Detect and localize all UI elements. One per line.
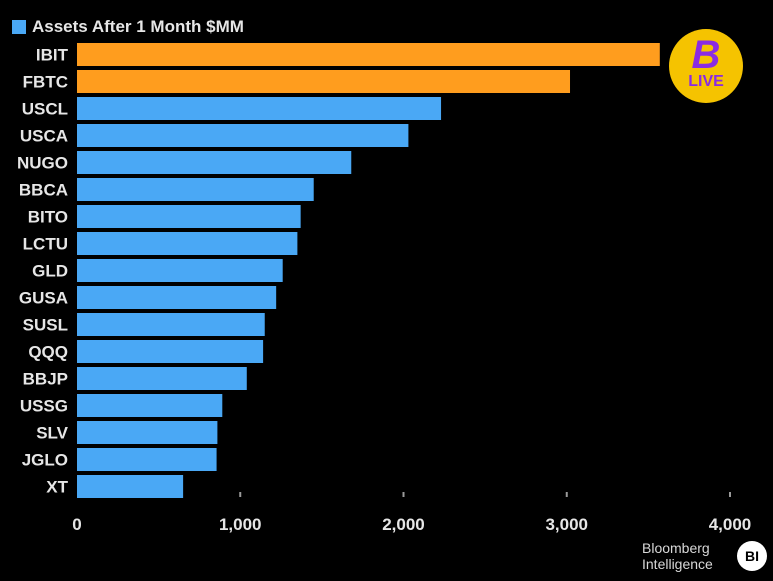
bar-susl xyxy=(77,313,265,336)
bar-bbca xyxy=(77,178,314,201)
x-tick-label: 4,000 xyxy=(709,515,752,534)
category-label-slv: SLV xyxy=(36,424,68,443)
category-label-fbtc: FBTC xyxy=(23,73,68,92)
bi-logo-icon: BI xyxy=(737,541,767,571)
bar-gld xyxy=(77,259,283,282)
category-label-susl: SUSL xyxy=(23,316,68,335)
live-badge: B LIVE xyxy=(669,29,743,103)
legend-swatch xyxy=(12,20,26,34)
category-label-uscl: USCL xyxy=(22,100,68,119)
x-tick-mark xyxy=(239,492,242,497)
x-tick-mark xyxy=(402,492,405,497)
x-tick-mark xyxy=(565,492,568,497)
bar-bbjp xyxy=(77,367,247,390)
category-label-usca: USCA xyxy=(20,127,68,146)
category-label-gusa: GUSA xyxy=(19,289,68,308)
x-tick-label: 0 xyxy=(72,515,81,534)
category-label-ibit: IBIT xyxy=(36,46,69,65)
category-label-qqq: QQQ xyxy=(28,343,68,362)
category-label-xt: XT xyxy=(46,478,68,497)
bar-ussg xyxy=(77,394,223,417)
category-label-bito: BITO xyxy=(28,208,68,227)
brand-line2: Intelligence xyxy=(642,556,713,572)
x-tick-label: 1,000 xyxy=(219,515,262,534)
category-label-bbca: BBCA xyxy=(19,181,68,200)
bar-uscl xyxy=(77,97,442,120)
brand-line1: Bloomberg xyxy=(642,540,710,556)
category-label-ussg: USSG xyxy=(20,397,68,416)
category-label-gld: GLD xyxy=(32,262,68,281)
x-tick-label: 2,000 xyxy=(382,515,425,534)
category-label-lctu: LCTU xyxy=(23,235,68,254)
bar-fbtc xyxy=(77,70,571,93)
legend: Assets After 1 Month $MM xyxy=(12,17,244,37)
bar-bito xyxy=(77,205,301,228)
bar-jglo xyxy=(77,448,217,471)
bar-lctu xyxy=(77,232,298,255)
bitcoin-logo-icon: B xyxy=(691,33,721,77)
bar-usca xyxy=(77,124,409,147)
category-label-bbjp: BBJP xyxy=(23,370,68,389)
x-tick-label: 3,000 xyxy=(545,515,588,534)
bloomberg-intelligence-brand: Bloomberg Intelligence xyxy=(642,540,713,572)
bar-xt xyxy=(77,475,184,498)
bar-gusa xyxy=(77,286,277,309)
category-label-jglo: JGLO xyxy=(22,451,68,470)
live-label: LIVE xyxy=(688,73,724,90)
bar-nugo xyxy=(77,151,352,174)
x-tick-mark xyxy=(729,492,731,497)
bar-slv xyxy=(77,421,218,444)
category-label-nugo: NUGO xyxy=(17,154,68,173)
legend-label: Assets After 1 Month $MM xyxy=(32,17,244,36)
bar-ibit xyxy=(77,43,660,66)
bar-qqq xyxy=(77,340,264,363)
